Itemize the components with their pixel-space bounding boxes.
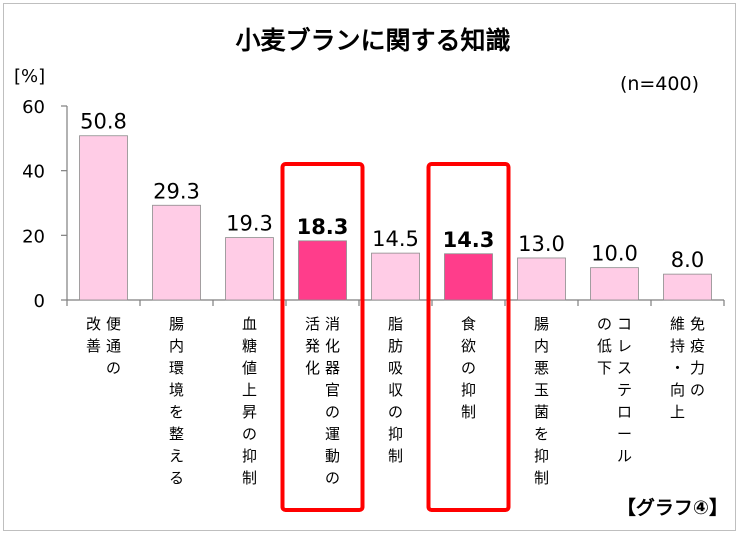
data-label: 8.0 [671,248,704,272]
category-label-column: 血糖値上昇の抑制 [242,315,257,487]
category-label-column: 腸内悪玉菌を抑制 [534,315,549,487]
data-label: 10.0 [591,242,638,266]
highlight-boxes [280,162,511,512]
category-label: 腸内悪玉菌を抑制 [534,315,549,487]
bar [79,135,128,301]
data-label: 14.5 [372,227,419,251]
bar [225,237,274,301]
category-label-column: 脂肪吸収の抑制 [388,315,403,465]
bar [371,252,420,301]
category-label-column: 活発化 [305,315,320,377]
bar [444,253,493,301]
category-label-column: 消化器官の運動の [325,315,340,487]
sample-size-note: (n=400) [620,73,699,95]
value-labels: 50.8 29.3 19.3 18.3 14.5 14.3 13.0 10.0 8.0 [80,110,704,272]
bar [663,273,712,301]
category-label-column: 腸内環境を整える [169,315,184,487]
category-label: 腸内環境を整える [169,315,184,487]
category-label: 脂肪吸収の抑制 [388,315,403,465]
category-label-column: 維持・向上 [670,315,685,421]
bar [590,267,639,301]
y-tick-label: 40 [22,162,45,183]
bar [152,204,201,301]
highlight-box [426,162,511,512]
y-tick-label: 20 [22,226,45,247]
bar [298,240,347,301]
graph-badge: 【グラフ④】 [617,496,728,519]
category-label-column: コレステロール [617,315,632,465]
category-label-column: 食欲の抑制 [461,315,476,421]
category-label-column: 便通の [106,315,121,377]
bar-chart: 小麦ブランに関する知識 [%] (n=400) 0 20 40 60 50.8 29.3… [14,26,728,519]
highlight-box [280,162,365,512]
data-label: 50.8 [80,110,127,134]
data-label: 13.0 [518,232,565,256]
data-label: 19.3 [226,212,273,236]
bar [517,257,566,301]
y-axis-unit-label: [%] [14,66,45,87]
data-label: 14.3 [443,228,495,252]
category-label: 血糖値上昇の抑制 [242,315,257,487]
category-label-column: 免疫力の [690,315,705,399]
chart-title: 小麦ブランに関する知識 [235,26,510,55]
data-label: 29.3 [153,179,200,203]
category-label: 食欲の抑制 [461,315,476,421]
category-label-column: 改善 [86,315,101,355]
data-label: 18.3 [297,215,349,239]
chart-frame: 小麦ブランに関する知識 [%] (n=400) 0 20 40 60 50.8 29.3… [3,3,736,531]
y-tick-label: 0 [34,291,45,312]
category-label-column: の低下 [597,315,612,377]
bars [79,135,712,301]
y-tick-label: 60 [22,97,45,118]
